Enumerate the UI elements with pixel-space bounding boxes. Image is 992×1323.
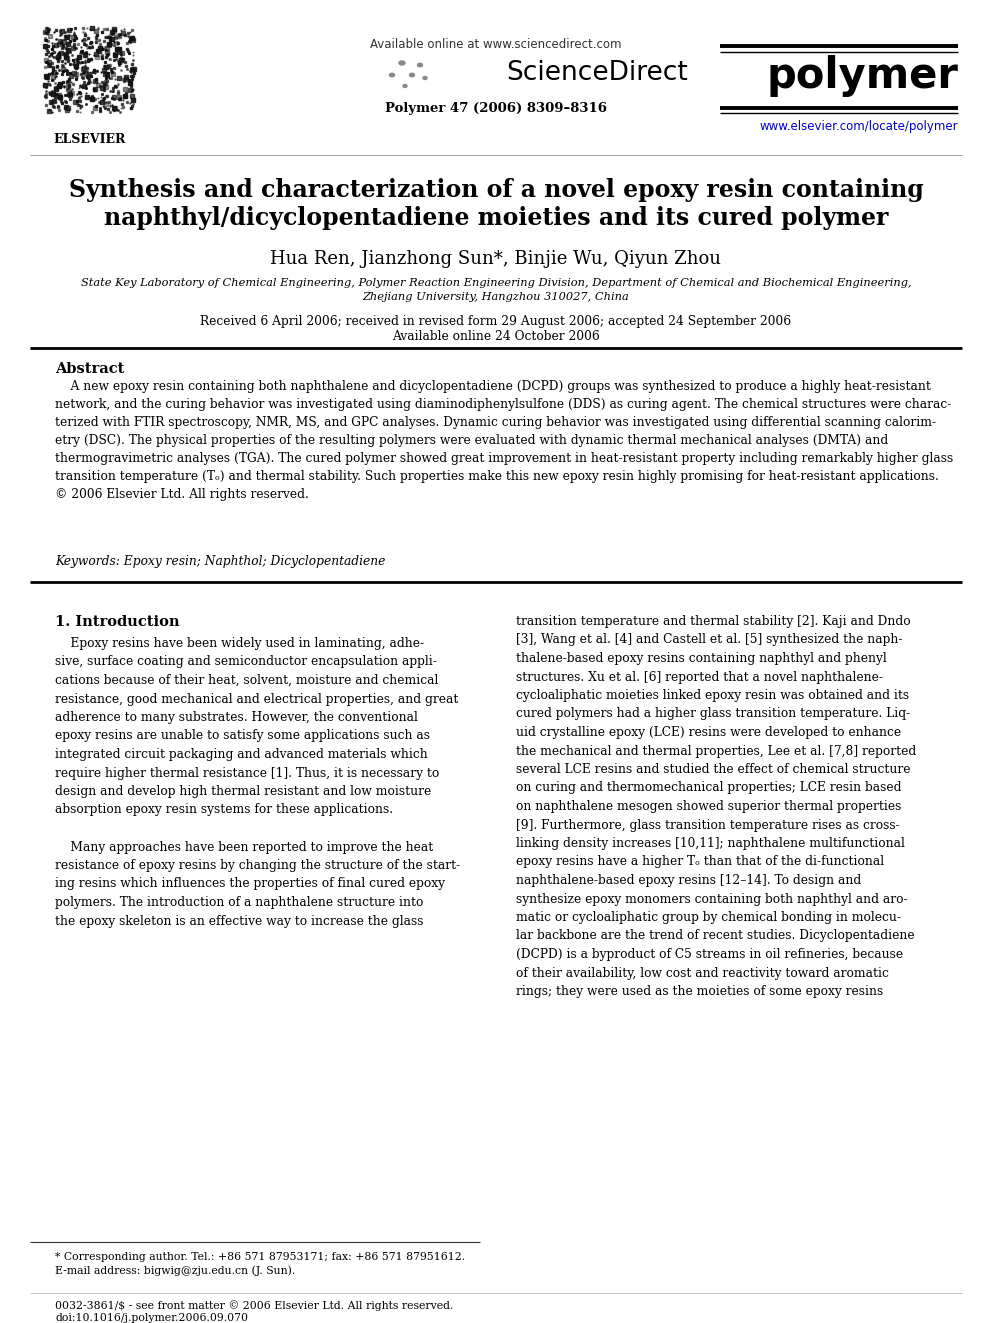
Text: Hua Ren, Jianzhong Sun*, Binjie Wu, Qiyun Zhou: Hua Ren, Jianzhong Sun*, Binjie Wu, Qiyu… xyxy=(271,250,721,269)
Text: Polymer 47 (2006) 8309–8316: Polymer 47 (2006) 8309–8316 xyxy=(385,102,607,115)
Text: ScienceDirect: ScienceDirect xyxy=(506,60,687,86)
Text: Zhejiang University, Hangzhou 310027, China: Zhejiang University, Hangzhou 310027, Ch… xyxy=(363,292,629,302)
Text: E-mail address: bigwig@zju.edu.cn (J. Sun).: E-mail address: bigwig@zju.edu.cn (J. Su… xyxy=(55,1265,296,1275)
Text: naphthyl/dicyclopentadiene moieties and its cured polymer: naphthyl/dicyclopentadiene moieties and … xyxy=(104,206,888,230)
Text: transition temperature and thermal stability [2]. Kaji and Dndo
[3], Wang et al.: transition temperature and thermal stabi… xyxy=(516,615,917,998)
Text: Available online 24 October 2006: Available online 24 October 2006 xyxy=(392,329,600,343)
Text: 1. Introduction: 1. Introduction xyxy=(55,615,180,628)
Ellipse shape xyxy=(403,85,407,87)
Text: doi:10.1016/j.polymer.2006.09.070: doi:10.1016/j.polymer.2006.09.070 xyxy=(55,1312,248,1323)
Text: * Corresponding author. Tel.: +86 571 87953171; fax: +86 571 87951612.: * Corresponding author. Tel.: +86 571 87… xyxy=(55,1252,465,1262)
Text: 0032-3861/$ - see front matter © 2006 Elsevier Ltd. All rights reserved.: 0032-3861/$ - see front matter © 2006 El… xyxy=(55,1301,453,1311)
Ellipse shape xyxy=(423,77,427,79)
Text: State Key Laboratory of Chemical Engineering, Polymer Reaction Engineering Divis: State Key Laboratory of Chemical Enginee… xyxy=(80,278,912,288)
Ellipse shape xyxy=(410,73,415,77)
Text: Received 6 April 2006; received in revised form 29 August 2006; accepted 24 Sept: Received 6 April 2006; received in revis… xyxy=(200,315,792,328)
Text: A new epoxy resin containing both naphthalene and dicyclopentadiene (DCPD) group: A new epoxy resin containing both naphth… xyxy=(55,380,953,501)
Text: Abstract: Abstract xyxy=(55,363,124,376)
Text: Keywords: Epoxy resin; Naphthol; Dicyclopentadiene: Keywords: Epoxy resin; Naphthol; Dicyclo… xyxy=(55,556,385,568)
Text: polymer: polymer xyxy=(766,56,958,97)
Text: www.elsevier.com/locate/polymer: www.elsevier.com/locate/polymer xyxy=(759,120,958,134)
Ellipse shape xyxy=(390,73,395,77)
Ellipse shape xyxy=(399,61,405,65)
Text: Available online at www.sciencedirect.com: Available online at www.sciencedirect.co… xyxy=(370,38,622,52)
Ellipse shape xyxy=(418,64,423,66)
Text: Synthesis and characterization of a novel epoxy resin containing: Synthesis and characterization of a nove… xyxy=(68,179,924,202)
Text: ELSEVIER: ELSEVIER xyxy=(54,134,126,146)
Text: Epoxy resins have been widely used in laminating, adhe-
sive, surface coating an: Epoxy resins have been widely used in la… xyxy=(55,636,460,927)
